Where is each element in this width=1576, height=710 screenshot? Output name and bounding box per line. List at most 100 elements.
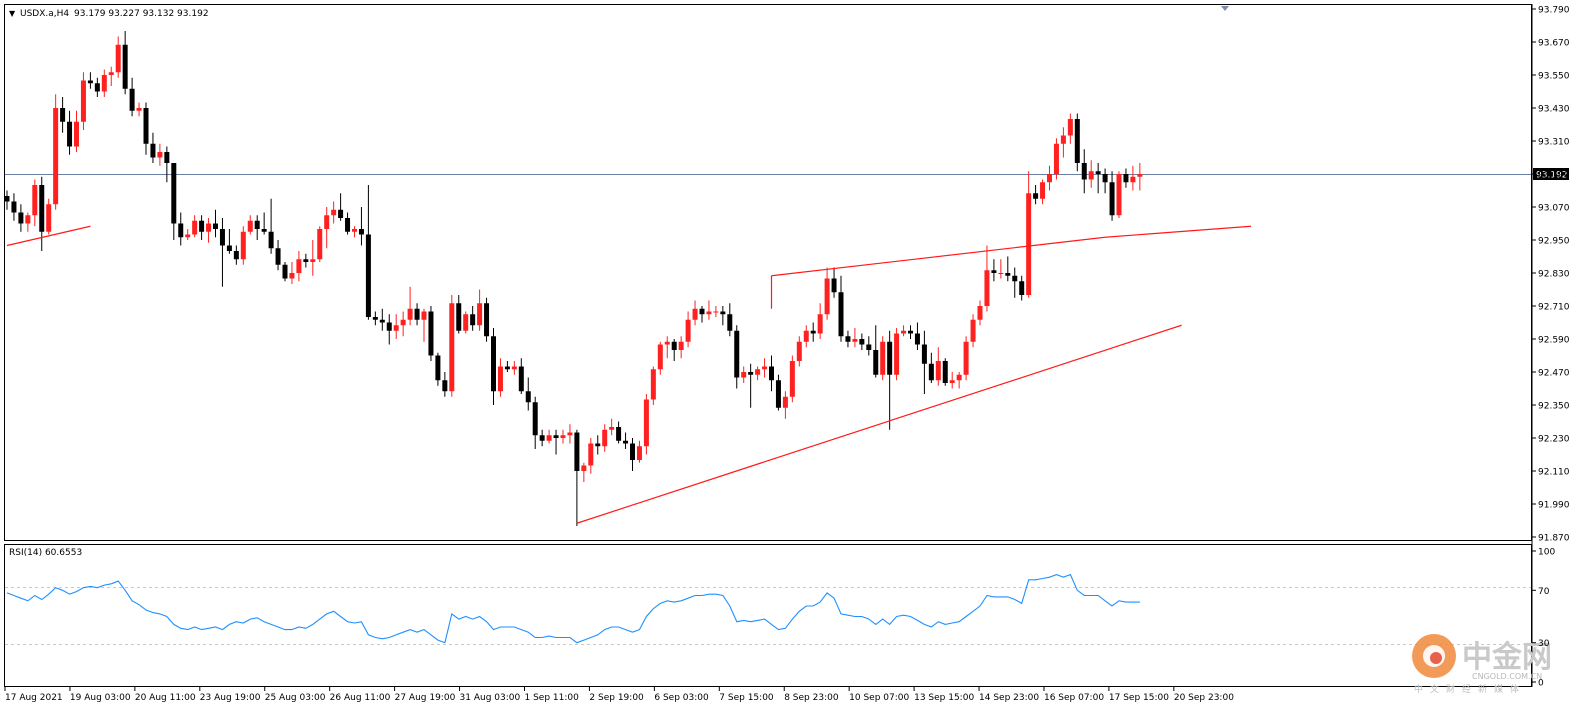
time-tick-label: 14 Sep 23:00	[979, 693, 1039, 703]
candle-body	[1137, 174, 1143, 177]
candle	[254, 215, 260, 240]
rsi-tick-label: 30	[1538, 639, 1550, 649]
price-tick-label: 92.110	[1538, 468, 1570, 478]
candle	[657, 341, 663, 375]
candle	[400, 311, 406, 337]
candle-body	[497, 366, 503, 392]
candle-body	[60, 108, 66, 122]
candle-body	[866, 344, 872, 350]
candle-body	[199, 220, 205, 232]
candle-body	[873, 350, 879, 375]
candle-body	[1053, 143, 1059, 174]
candle	[74, 110, 79, 152]
candle-body	[1040, 182, 1046, 199]
candle-body	[685, 319, 691, 342]
candle-body	[407, 308, 413, 320]
candle	[532, 396, 538, 449]
price-panel[interactable]	[4, 4, 1532, 541]
candle-body	[880, 341, 886, 375]
candle-body	[699, 308, 705, 315]
candle-body	[240, 231, 246, 260]
candle	[199, 215, 205, 240]
time-tick-label: 20 Sep 23:00	[1174, 693, 1234, 703]
rsi-panel[interactable]	[4, 544, 1532, 687]
candle-body	[664, 341, 670, 345]
symbol-dropdown-icon[interactable]: ▼	[9, 9, 16, 18]
candle-body	[470, 314, 476, 326]
candle-body	[226, 245, 232, 251]
candle	[1019, 275, 1025, 301]
candle	[219, 218, 225, 287]
watermark-domain: CNGOLD.COM.CN	[1472, 672, 1542, 681]
candle-body	[984, 270, 990, 306]
candle-body	[567, 432, 573, 436]
candle-body	[80, 80, 86, 122]
candle-body	[560, 435, 566, 438]
candle-body	[101, 75, 107, 92]
candle-body	[810, 330, 816, 334]
candle-body	[115, 44, 121, 73]
candle	[407, 286, 413, 326]
candle	[567, 424, 573, 444]
candle-body	[692, 308, 698, 320]
candle	[685, 311, 691, 348]
price-tick-label: 93.670	[1538, 39, 1570, 49]
price-tick-label: 91.990	[1538, 501, 1570, 511]
candle	[671, 339, 677, 361]
time-tick-label: 16 Sep 07:00	[1044, 693, 1104, 703]
candle-body	[963, 341, 969, 375]
candle-body	[386, 322, 392, 331]
trendline[interactable]	[771, 236, 1106, 277]
time-tick-label: 2 Sep 19:00	[589, 693, 644, 703]
candle-body	[1088, 171, 1094, 180]
candle	[664, 336, 670, 359]
candle	[129, 77, 135, 117]
trendline[interactable]	[1105, 225, 1252, 238]
watermark-name: 中金网	[1462, 640, 1552, 675]
candle	[1033, 185, 1039, 205]
candle	[741, 366, 747, 383]
candle	[324, 207, 330, 249]
watermark-logo-core-icon	[1430, 652, 1442, 664]
candle	[1060, 127, 1066, 158]
candle-body	[824, 278, 830, 315]
candle	[734, 325, 740, 389]
candle	[928, 352, 934, 383]
time-tick-label: 27 Aug 19:00	[395, 693, 456, 703]
time-tick-label: 17 Aug 2021	[5, 693, 63, 703]
candle-body	[4, 196, 10, 202]
candle-body	[623, 440, 629, 444]
trendline[interactable]	[6, 225, 91, 247]
candle	[18, 204, 24, 232]
candle-body	[901, 330, 907, 334]
candle	[372, 311, 378, 326]
candle-body	[108, 72, 114, 75]
candle	[518, 358, 524, 394]
shift-marker-icon[interactable]	[1221, 6, 1229, 11]
ohlc-values: 93.179 93.227 93.132 93.192	[74, 9, 209, 19]
candle	[775, 374, 781, 411]
trendline[interactable]	[576, 324, 1182, 524]
candle	[1074, 113, 1080, 172]
candle	[949, 372, 955, 389]
candle	[678, 336, 684, 359]
candle	[636, 440, 642, 463]
candle	[935, 347, 941, 386]
candle-body	[11, 201, 17, 213]
candle	[845, 330, 851, 348]
candle	[817, 303, 823, 339]
candle-body	[296, 259, 302, 273]
candle-body	[713, 311, 719, 313]
candle-body	[317, 229, 323, 260]
candle	[213, 209, 218, 238]
candle-body	[720, 311, 726, 315]
candle-body	[616, 427, 622, 441]
candle	[1088, 160, 1094, 188]
candle	[762, 358, 768, 378]
candle	[602, 424, 608, 452]
trendlines-layer[interactable]	[6, 225, 1252, 524]
candle	[706, 300, 712, 320]
candle	[171, 163, 177, 240]
time-tick-label: 17 Sep 15:00	[1109, 693, 1169, 703]
